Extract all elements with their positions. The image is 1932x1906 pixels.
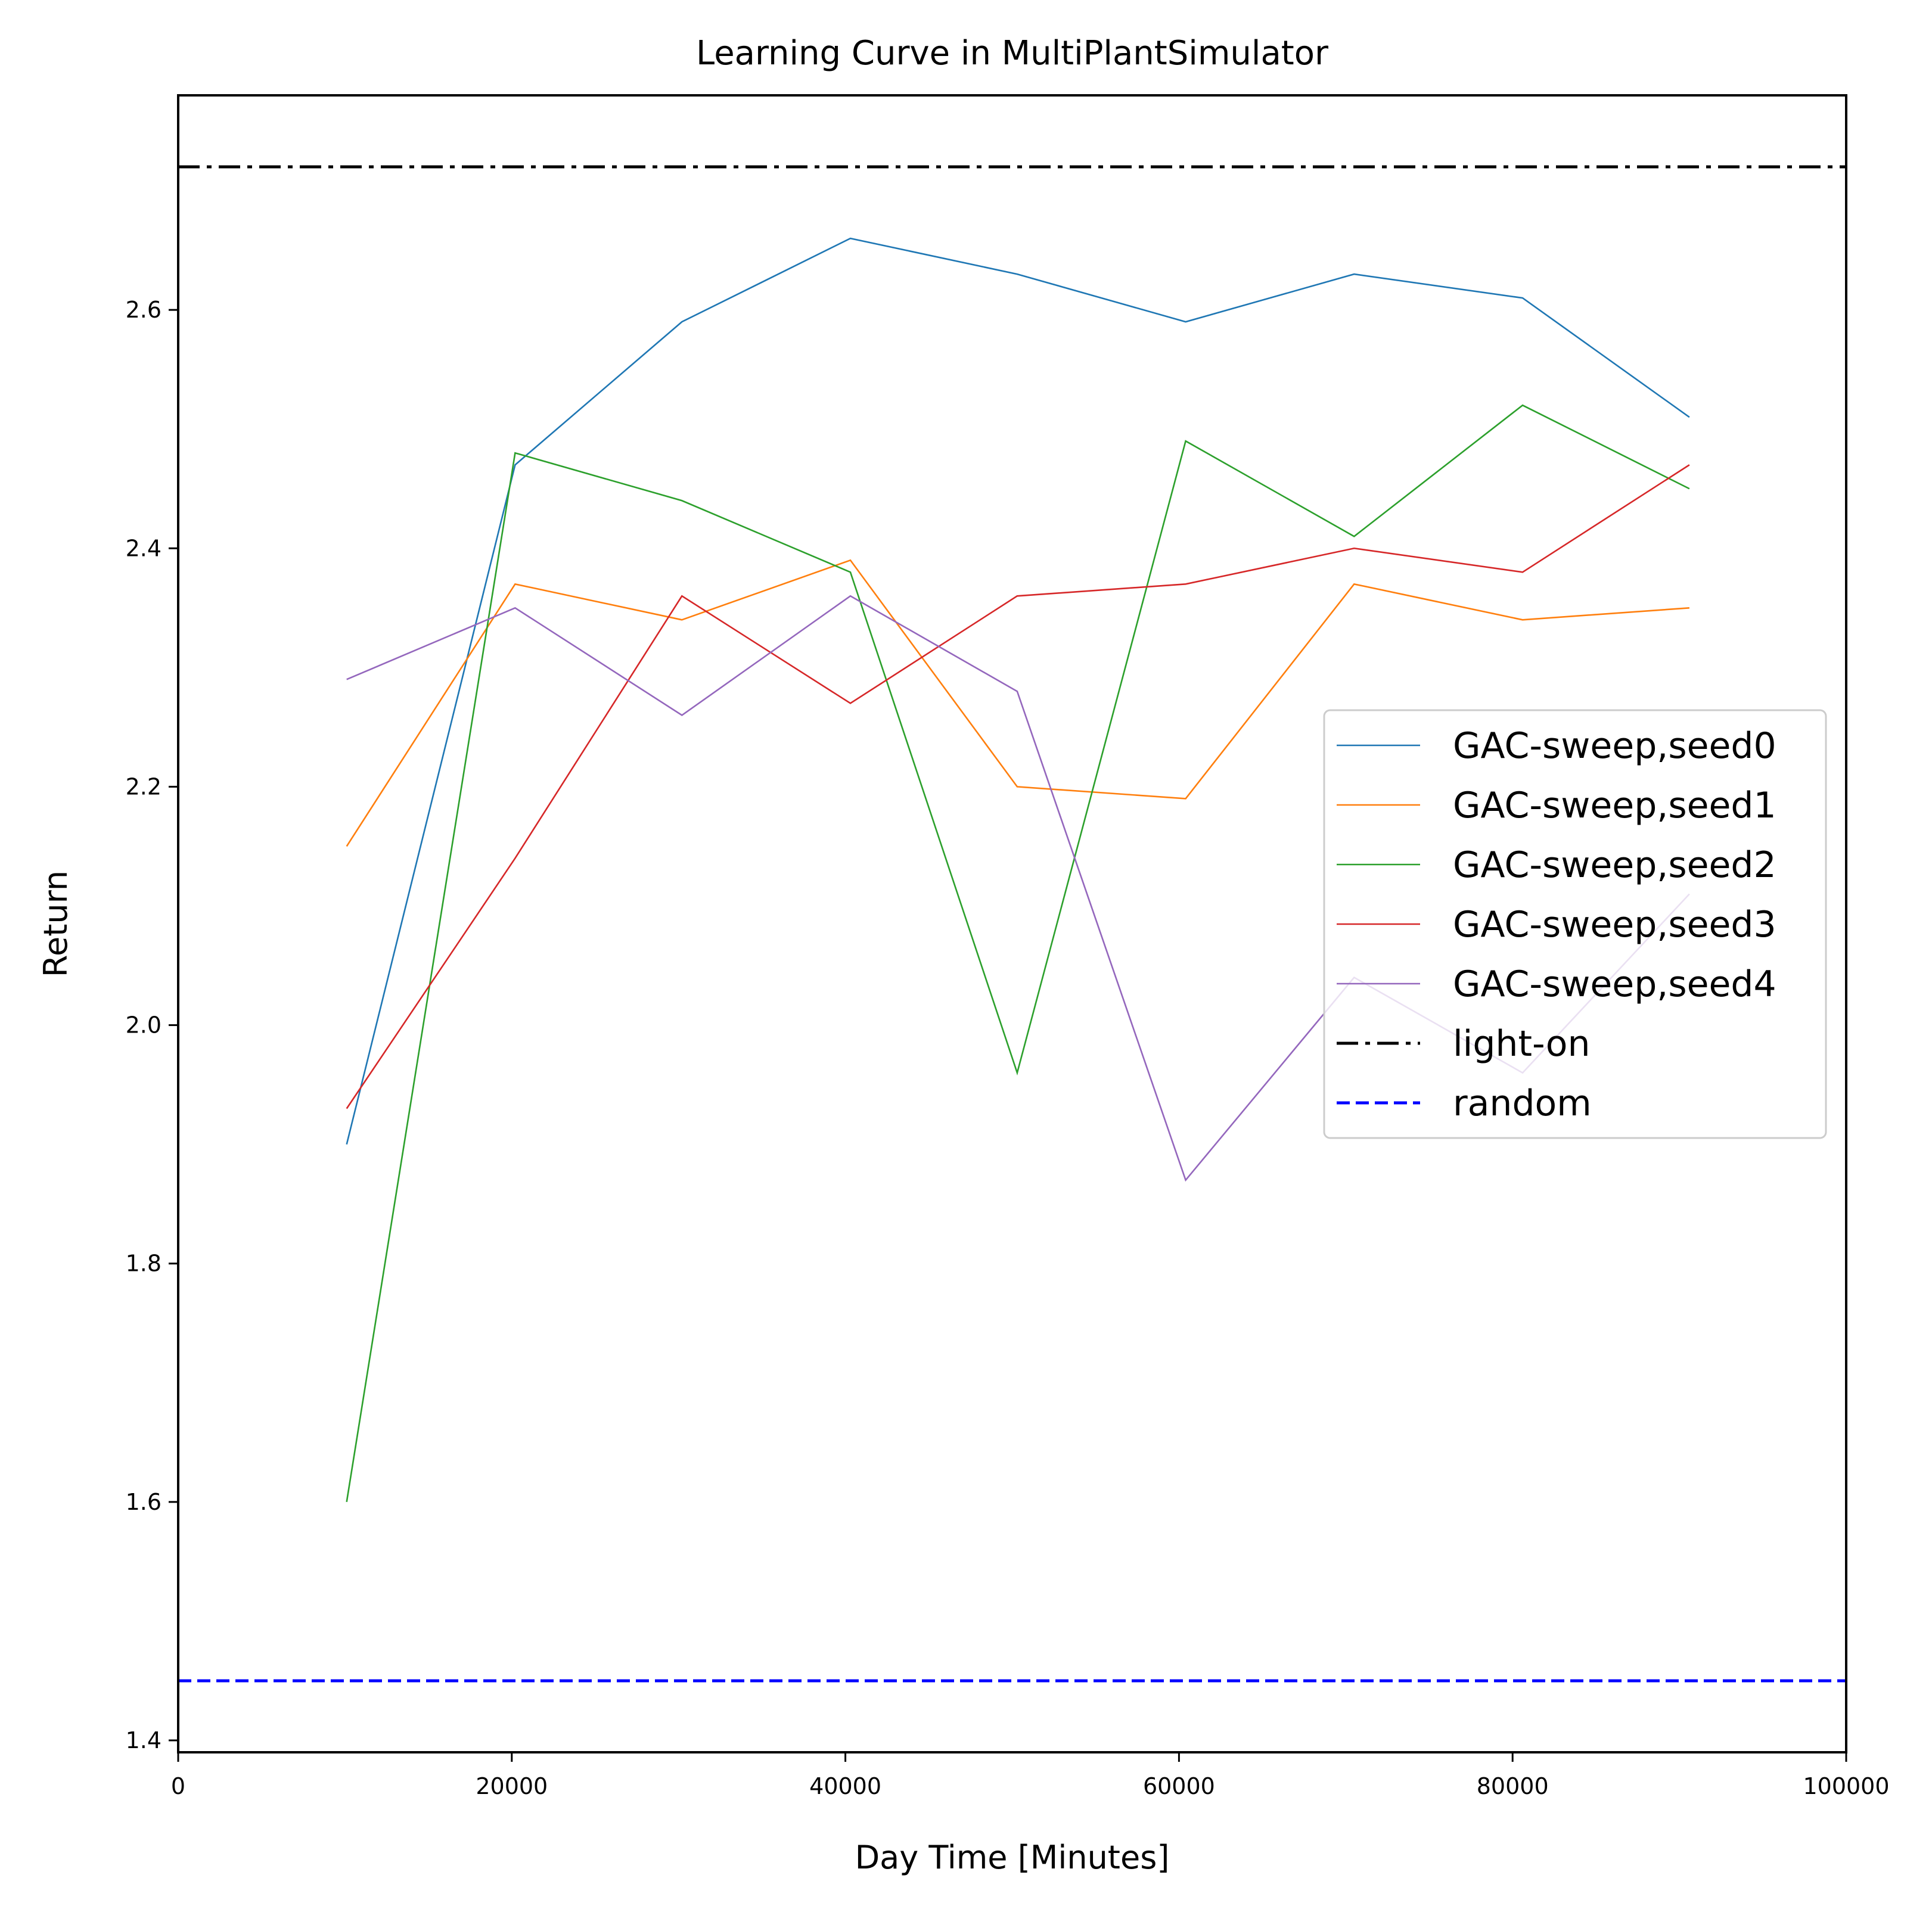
x-tick-label: 60000 (1143, 1773, 1215, 1799)
y-axis-title: Return (37, 870, 74, 977)
legend-label: GAC-sweep,seed0 (1453, 725, 1776, 767)
x-tick-label: 20000 (476, 1773, 548, 1799)
legend-label: GAC-sweep,seed2 (1453, 844, 1776, 886)
x-axis-title: Day Time [Minutes] (855, 1839, 1170, 1876)
y-tick-label: 2.0 (126, 1012, 161, 1038)
chart-title: Learning Curve in MultiPlantSimulator (696, 34, 1329, 73)
legend-label: GAC-sweep,seed4 (1453, 963, 1776, 1005)
y-tick-label: 1.8 (126, 1251, 161, 1277)
series-line-seed1 (346, 559, 1689, 847)
legend-box (1323, 709, 1827, 1139)
x-tick-label: 80000 (1477, 1773, 1549, 1799)
series-line-seed0 (346, 237, 1690, 1145)
legend: GAC-sweep,seed0 GAC-sweep,seed1 GAC-sweep,… (1323, 709, 1827, 1139)
y-tick-label: 2.2 (126, 773, 161, 800)
axes-frame (177, 94, 1847, 1753)
x-tick-label: 40000 (809, 1773, 881, 1799)
series-line-seed3 (346, 464, 1690, 1109)
x-tick-label: 100000 (1803, 1773, 1889, 1799)
y-tick-label: 1.4 (126, 1727, 161, 1753)
legend-label: GAC-sweep,seed3 (1453, 904, 1776, 946)
axes: 0 20000 40000 60000 80000 100000 1.4 1.6 1.8 2.0 2… (126, 94, 1890, 1799)
legend-label: light-on (1453, 1023, 1590, 1065)
legend-label: random (1453, 1083, 1592, 1124)
series-line-seed2 (346, 404, 1690, 1503)
y-tick-label: 1.6 (126, 1489, 161, 1515)
x-tick-label: 0 (171, 1773, 185, 1799)
y-tick-label: 2.6 (126, 297, 161, 323)
legend-label: GAC-sweep,seed1 (1453, 785, 1776, 826)
y-tick-label: 2.4 (126, 535, 161, 561)
